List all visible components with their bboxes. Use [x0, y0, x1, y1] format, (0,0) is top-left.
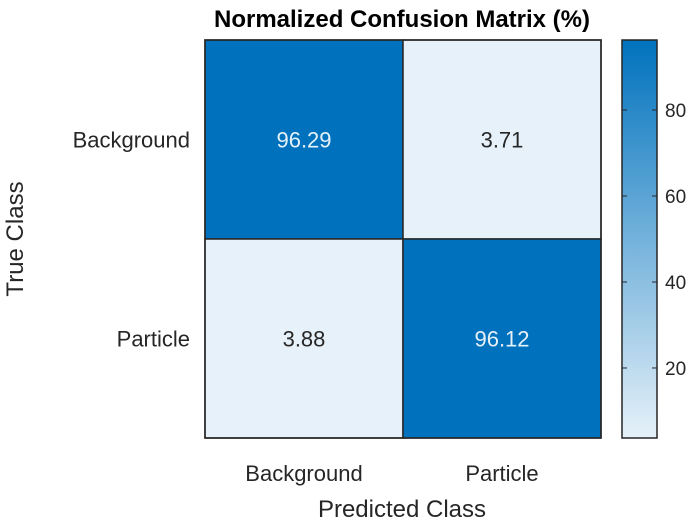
heatmap-cell-labels: 96.29 3.71 3.88 96.12 [276, 128, 529, 352]
y-tick-labels: Background Particle [73, 128, 190, 352]
x-axis-label: Predicted Class [318, 496, 486, 523]
colorbar-tick-label: 60 [665, 187, 686, 208]
y-tick-label: Background [73, 128, 190, 153]
y-tick-label: Particle [117, 327, 190, 352]
heatmap-cell [204, 39, 404, 240]
colorbar-ticks: 20 40 60 80 [622, 101, 686, 380]
colorbar-tick-label: 40 [665, 273, 686, 294]
heatmap-cell-label: 3.88 [283, 327, 326, 352]
heatmap-cell [204, 238, 404, 439]
x-tick-labels: Background Particle [245, 461, 538, 486]
colorbar [621, 39, 658, 439]
matrix-frame [204, 39, 602, 439]
heatmap-cell-label: 96.29 [276, 128, 331, 153]
heatmap-cell [402, 39, 602, 240]
heatmap-cell [402, 238, 602, 439]
x-tick-label: Background [245, 461, 362, 486]
colorbar-tick-label: 20 [665, 359, 686, 380]
heatmap-cell-label: 3.71 [481, 128, 524, 153]
heatmap-cells [204, 39, 602, 439]
colorbar-tick-label: 80 [665, 101, 686, 122]
y-axis-label: True Class [2, 181, 29, 296]
x-tick-label: Particle [465, 461, 538, 486]
heatmap-cell-label: 96.12 [474, 327, 529, 352]
chart-title: Normalized Confusion Matrix (%) [214, 6, 590, 33]
